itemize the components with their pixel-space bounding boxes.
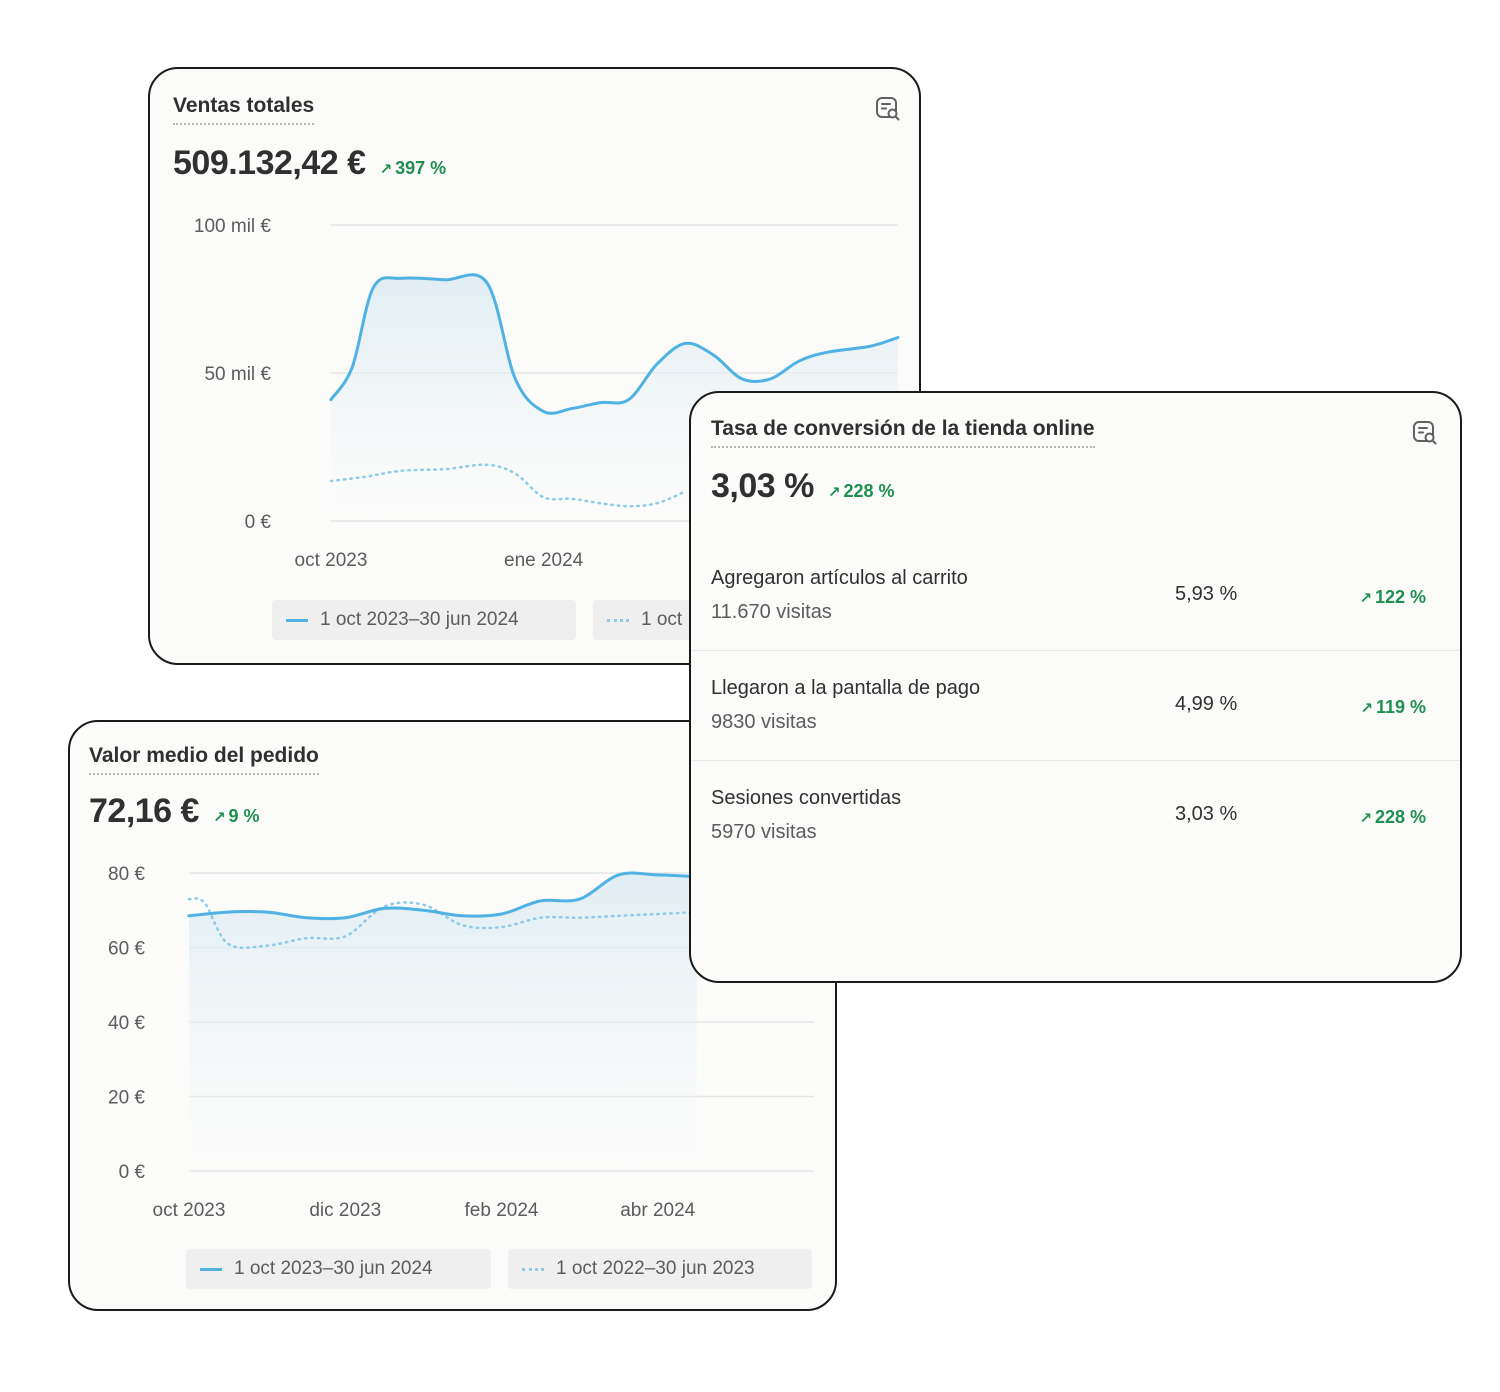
x-tick-label: oct 2023 <box>295 550 368 571</box>
funnel-row-reached-checkout[interactable]: Llegaron a la pantalla de pago 9830 visi… <box>691 651 1460 761</box>
previous-period-line <box>329 463 687 508</box>
x-tick-label: feb 2024 <box>465 1200 539 1221</box>
current-period-line <box>329 273 900 415</box>
solid-line-swatch <box>200 1267 222 1271</box>
arrow-up-right-icon: ↗ <box>1360 700 1373 717</box>
dotted-line-swatch <box>522 1267 544 1271</box>
y-tick-label: 60 € <box>108 939 145 960</box>
average-order-value-chart: 0 € 20 € 40 € 60 € 80 € oct 2023 dic 2023 feb 2… <box>108 864 814 1221</box>
card-title[interactable]: Ventas totales <box>173 94 315 125</box>
arrow-up-right-icon: ↗ <box>379 161 393 178</box>
y-tick-label: 40 € <box>108 1013 145 1034</box>
y-tick-label: 20 € <box>108 1088 145 1109</box>
arrow-up-right-icon: ↗ <box>212 809 226 826</box>
funnel-row-sessions-converted[interactable]: Sesiones convertidas 5970 visitas 3,03 %… <box>691 761 1460 871</box>
funnel-change: ↗ 228 % <box>1359 807 1426 827</box>
metric-change: ↗ 397 % <box>379 158 447 178</box>
funnel-label: Sesiones convertidas <box>711 787 902 809</box>
funnel-rate: 4,99 % <box>1175 693 1238 715</box>
y-tick-label: 100 mil € <box>194 216 272 237</box>
funnel-change: ↗ 119 % <box>1360 697 1426 717</box>
funnel-sessions: 11.670 visitas <box>711 601 832 623</box>
metric-value: 509.132,42 € <box>173 144 366 182</box>
arrow-up-right-icon: ↗ <box>1359 810 1372 827</box>
funnel-sessions: 5970 visitas <box>711 821 817 843</box>
legend-previous-period[interactable]: 1 oct 2022–30 jun 2023 <box>508 1249 812 1289</box>
previous-period-line <box>187 897 699 950</box>
arrow-up-right-icon: ↗ <box>827 484 841 501</box>
current-period-line <box>187 871 699 921</box>
report-search-icon[interactable] <box>1411 419 1439 447</box>
funnel-label: Agregaron artículos al carrito <box>711 567 968 589</box>
x-tick-label: abr 2024 <box>620 1200 695 1221</box>
y-tick-label: 0 € <box>245 512 272 533</box>
funnel-rate: 5,93 % <box>1175 583 1238 605</box>
y-tick-label: 80 € <box>108 864 145 885</box>
x-tick-label: dic 2023 <box>309 1200 381 1221</box>
metric-row: 72,16 € ↗ 9 % <box>89 792 260 831</box>
x-tick-label: oct 2023 <box>153 1200 226 1221</box>
funnel-label: Llegaron a la pantalla de pago <box>711 677 981 699</box>
series-area <box>189 873 697 1171</box>
arrow-up-right-icon: ↗ <box>1359 590 1372 607</box>
metric-row: 3,03 % ↗ 228 % <box>711 467 894 506</box>
funnel-change: ↗ 122 % <box>1359 587 1426 607</box>
funnel-sessions: 9830 visitas <box>711 711 817 733</box>
funnel-row-added-to-cart[interactable]: Agregaron artículos al carrito 11.670 vi… <box>691 541 1460 651</box>
x-tick-label: ene 2024 <box>504 550 584 571</box>
y-tick-label: 50 mil € <box>204 364 271 385</box>
online-store-conversion-card: Tasa de conversión de la tienda online 3… <box>689 391 1462 983</box>
funnel-rate: 3,03 % <box>1175 803 1238 825</box>
metric-row: 509.132,42 € ↗ 397 % <box>173 144 446 183</box>
y-tick-label: 0 € <box>119 1162 146 1183</box>
metric-change: ↗ 9 % <box>212 806 260 826</box>
legend-current-period[interactable]: 1 oct 2023–30 jun 2024 <box>272 600 576 640</box>
card-title[interactable]: Tasa de conversión de la tienda online <box>711 417 1095 448</box>
report-search-icon[interactable] <box>874 95 902 123</box>
dotted-line-swatch <box>607 618 629 622</box>
metric-value: 72,16 € <box>89 792 199 830</box>
card-title[interactable]: Valor medio del pedido <box>89 744 319 775</box>
metric-change: ↗ 228 % <box>827 481 895 501</box>
metric-value: 3,03 % <box>711 467 814 505</box>
legend-current-period[interactable]: 1 oct 2023–30 jun 2024 <box>186 1249 491 1289</box>
solid-line-swatch <box>286 618 308 622</box>
